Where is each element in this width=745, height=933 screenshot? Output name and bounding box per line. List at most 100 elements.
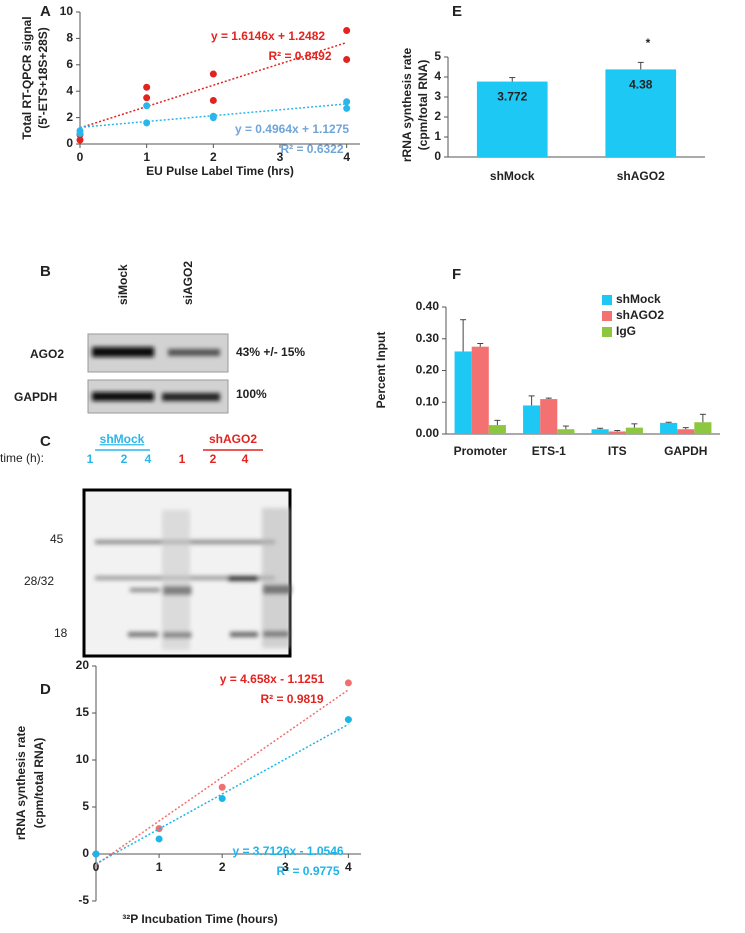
bar — [660, 422, 678, 434]
y-tick-label: 3 — [434, 89, 441, 103]
lane-time: 2 — [121, 452, 128, 466]
y-tick-label: 20 — [76, 658, 90, 672]
y-axis-label: (cpm/total RNA) — [32, 738, 46, 829]
y-tick-label: 1 — [434, 129, 441, 143]
gel-band — [130, 588, 160, 592]
data-point — [218, 783, 226, 791]
x-tick-label: 1 — [156, 860, 163, 874]
y-tick-label: 0.30 — [416, 331, 440, 345]
legend-label: IgG — [616, 324, 636, 338]
x-tick-label: 2 — [210, 150, 217, 164]
y-tick-label: -5 — [78, 893, 89, 907]
y-tick-label: 5 — [82, 799, 89, 813]
bar — [476, 81, 548, 157]
data-point — [343, 56, 351, 64]
x-tick-label: ITS — [608, 444, 627, 458]
panel-label: A — [40, 3, 51, 20]
data-point — [76, 136, 84, 144]
data-point — [209, 96, 217, 104]
lane-time: 1 — [87, 452, 94, 466]
x-tick-label: Promoter — [454, 444, 508, 458]
y-tick-label: 0.40 — [416, 299, 440, 313]
data-point — [143, 94, 151, 102]
annotation: R² = 0.9819 — [260, 692, 323, 706]
data-label: 3.772 — [497, 90, 527, 104]
trendline — [79, 41, 347, 129]
bar — [625, 427, 643, 434]
y-tick-label: 0.00 — [416, 426, 440, 440]
lane-time: 4 — [242, 452, 249, 466]
bar — [608, 431, 626, 434]
x-tick-label: shAGO2 — [617, 169, 665, 183]
blot-band — [92, 392, 154, 401]
annotation: R² = 0.6322 — [280, 142, 343, 156]
gel-smear — [162, 510, 190, 650]
x-tick-label: 3 — [282, 860, 289, 874]
gel-band — [128, 632, 158, 637]
lane-time: 4 — [145, 452, 152, 466]
blot-band — [168, 349, 220, 356]
legend-swatch — [602, 295, 612, 305]
data-point — [92, 850, 100, 858]
bar — [605, 69, 677, 157]
data-point — [209, 114, 217, 122]
blot-band — [162, 393, 220, 401]
y-axis-label: (5'-ETS+18S+28S) — [36, 27, 50, 129]
annotation: y = 1.6146x + 1.2482 — [211, 29, 325, 43]
annotation: * — [646, 36, 651, 50]
y-tick-label: 0 — [66, 136, 73, 150]
y-tick-label: 10 — [76, 752, 90, 766]
data-point — [143, 83, 151, 91]
annotation: R² = 0.8492 — [268, 49, 331, 63]
y-axis-label: Percent Input — [374, 332, 388, 409]
x-tick-label: 2 — [219, 860, 226, 874]
panel-label: C — [40, 433, 51, 450]
bar — [694, 422, 712, 434]
quantity-label: 100% — [236, 387, 267, 401]
bar — [557, 429, 575, 434]
legend-label: shMock — [616, 292, 661, 306]
x-tick-label: 0 — [93, 860, 100, 874]
annotation: y = 3.7126x - 1.0546 — [232, 844, 343, 858]
data-point — [143, 102, 151, 110]
time-labels: 1 2 4 1 2 4 — [87, 452, 249, 466]
annotation: R² = 0.9775 — [276, 864, 339, 878]
bar — [488, 425, 506, 434]
marker-label: 45 — [50, 532, 64, 546]
annotation: y = 4.658x - 1.1251 — [220, 672, 325, 686]
x-tick-label: ETS-1 — [532, 444, 566, 458]
y-tick-label: 4 — [434, 69, 441, 83]
bar — [540, 399, 558, 434]
time-label: time (h): — [0, 451, 44, 465]
data-point — [344, 679, 352, 687]
protein-label: GAPDH — [14, 390, 57, 404]
data-point — [209, 70, 217, 78]
gel-band — [230, 632, 258, 637]
y-tick-label: 8 — [66, 31, 73, 45]
y-tick-label: 10 — [60, 4, 74, 18]
x-tick-label: shMock — [490, 169, 535, 183]
data-point — [218, 795, 226, 803]
group-label: shAGO2 — [209, 432, 257, 446]
legend-swatch — [602, 311, 612, 321]
data-point — [155, 835, 163, 843]
data-point — [76, 129, 84, 137]
gel-bands — [95, 508, 291, 650]
panel-label: E — [452, 3, 462, 20]
bar — [454, 351, 472, 434]
lane-label: siAGO2 — [181, 261, 195, 305]
y-tick-label: 2 — [66, 110, 73, 124]
y-tick-label: 2 — [434, 109, 441, 123]
bar — [523, 405, 541, 434]
y-tick-label: 0 — [434, 149, 441, 163]
trendline — [95, 689, 349, 866]
x-axis-label: ³²P Incubation Time (hours) — [122, 912, 278, 926]
panel-label: D — [40, 681, 51, 698]
blot-band — [92, 347, 154, 357]
bar — [677, 429, 695, 434]
trendline — [95, 723, 349, 865]
y-tick-label: 0.20 — [416, 363, 440, 377]
y-axis-label: (cpm/total RNA) — [416, 60, 430, 151]
gel-smear — [262, 508, 290, 648]
